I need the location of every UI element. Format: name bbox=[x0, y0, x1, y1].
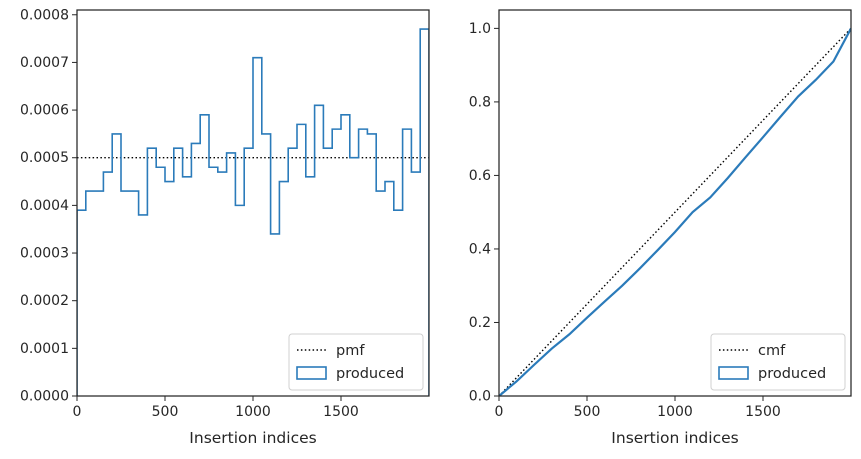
pmf-legend-box bbox=[288, 333, 424, 391]
pmf-legend: pmf produced bbox=[288, 333, 424, 391]
cmf-x-axis-label: Insertion indices bbox=[611, 429, 738, 447]
cmf-ytick-label: 0.6 bbox=[469, 168, 491, 184]
pmf-ytick-label: 0.0008 bbox=[20, 7, 69, 23]
pmf-plot-area bbox=[77, 28, 429, 396]
cmf-ytick-label: 1.0 bbox=[469, 21, 491, 37]
pmf-xtick-label: 1500 bbox=[323, 404, 359, 420]
pmf-legend-label-produced: produced bbox=[336, 366, 404, 382]
pmf-ytick-label: 0.0002 bbox=[20, 293, 69, 309]
pmf-chart: 0.0000 0.0001 0.0002 0.0003 0.0004 0.0005 0.00… bbox=[20, 7, 430, 447]
pmf-ytick-label: 0.0007 bbox=[20, 55, 69, 71]
pmf-xtick-label: 0 bbox=[73, 404, 82, 420]
pmf-series-produced bbox=[77, 28, 429, 396]
cmf-series-cmf bbox=[499, 27, 851, 396]
pmf-ytick-label: 0.0005 bbox=[20, 150, 69, 166]
pmf-legend-swatch-produced bbox=[296, 366, 327, 380]
pmf-x-axis-label: Insertion indices bbox=[189, 429, 316, 447]
pmf-ytick-label: 0.0004 bbox=[20, 198, 69, 214]
cmf-legend-label-produced: produced bbox=[758, 366, 826, 382]
pmf-xtick-label: 1000 bbox=[235, 404, 271, 420]
cmf-ytick-label: 0.0 bbox=[469, 389, 491, 405]
cmf-legend: cmf produced bbox=[710, 333, 846, 391]
pmf-xtick-label: 500 bbox=[152, 404, 179, 420]
cmf-xtick-label: 1000 bbox=[657, 404, 693, 420]
pmf-ytick-label: 0.0003 bbox=[20, 246, 69, 262]
cmf-legend-label-cmf: cmf bbox=[758, 343, 786, 359]
cmf-chart: 0.0 0.2 0.4 0.6 0.8 1.0 0 500 1000 1500 Insertion … bbox=[469, 9, 852, 447]
pmf-ytick-label: 0.0006 bbox=[20, 103, 69, 119]
pmf-legend-label-pmf: pmf bbox=[336, 343, 365, 359]
cmf-legend-box bbox=[710, 333, 846, 391]
cmf-legend-swatch-produced bbox=[718, 366, 749, 380]
cmf-xtick-label: 500 bbox=[574, 404, 601, 420]
cmf-ytick-label: 0.8 bbox=[469, 94, 491, 110]
cmf-series-produced bbox=[499, 27, 851, 396]
cmf-ytick-label: 0.2 bbox=[469, 315, 491, 331]
cmf-xtick-label: 1500 bbox=[745, 404, 781, 420]
cmf-xtick-label: 0 bbox=[495, 404, 504, 420]
pmf-ytick-label: 0.0000 bbox=[20, 389, 69, 405]
cmf-plot-area bbox=[499, 27, 851, 396]
pmf-ytick-label: 0.0001 bbox=[20, 341, 69, 357]
cmf-ytick-label: 0.4 bbox=[469, 241, 491, 257]
